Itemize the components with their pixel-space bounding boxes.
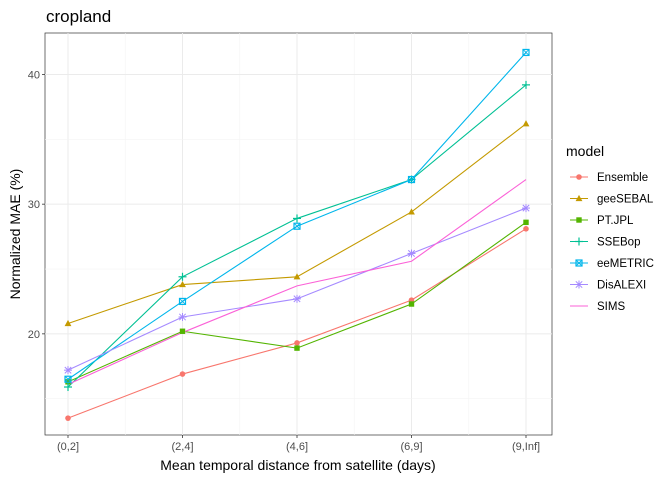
legend-label: PT.JPL: [597, 215, 634, 227]
legend-item-geesebal: geeSEBAL: [570, 194, 654, 206]
legend-item-pt-jpl: PT.JPL: [570, 215, 634, 227]
legend-label: SIMS: [597, 301, 625, 313]
legend-label: eeMETRIC: [597, 258, 654, 270]
data-point-geesebal: [408, 208, 415, 215]
y-axis-title: Normalized MAE (%): [7, 169, 23, 300]
data-point-ensemble: [523, 226, 529, 232]
legend-key-marker: [575, 259, 583, 267]
data-point-ssebop: [293, 214, 301, 223]
data-point-geesebal: [522, 120, 530, 127]
legend: model Ensemble geeSEBAL PT.JPL SSEBop eeMETR…: [566, 143, 654, 313]
legend-label: Ensemble: [597, 172, 648, 184]
legend-label: DisALEXI: [597, 280, 646, 292]
x-axis: (0,2] (2,4] (4,6] (6,9] (9,Inf]: [57, 435, 540, 453]
series-line-sims: [67, 179, 527, 385]
grid: [45, 33, 552, 435]
data-point-disalexi: [407, 249, 416, 258]
legend-item-eemetric: eeMETRIC: [570, 258, 654, 270]
legend-item-ssebop: SSEBop: [570, 237, 640, 249]
legend-key-marker: [576, 174, 582, 180]
data-point-ensemble: [294, 340, 300, 346]
data-point-ssebop: [178, 272, 187, 281]
data-point-geesebal: [293, 273, 301, 280]
x-axis-title: Mean temporal distance from satellite (d…: [160, 457, 435, 473]
legend-item-sims: SIMS: [570, 301, 625, 313]
data-point-disalexi: [522, 204, 530, 213]
plot-panel: [44, 32, 553, 436]
data-point-ssebop: [64, 383, 72, 392]
legend-item-ensemble: Ensemble: [570, 172, 648, 184]
data-point-pt-jpl: [523, 219, 529, 226]
x-tick-label: (9,Inf]: [512, 441, 540, 453]
data-point-pt-jpl: [294, 345, 300, 351]
data-point-ensemble: [179, 371, 186, 377]
data-point-disalexi: [64, 366, 72, 375]
legend-item-disalexi: DisALEXI: [570, 280, 646, 292]
x-tick-label: (4,6]: [286, 441, 308, 453]
data-point-ssebop: [522, 80, 530, 89]
data-point-eemetric: [64, 375, 72, 383]
x-tick-label: (0,2]: [57, 441, 79, 453]
data-point-disalexi: [178, 312, 187, 321]
legend-title: model: [566, 143, 604, 159]
data-point-disalexi: [293, 294, 301, 303]
legend-label: geeSEBAL: [597, 194, 654, 206]
data-point-pt-jpl: [408, 301, 415, 307]
legend-key-marker: [575, 280, 583, 289]
chart-title: cropland: [46, 7, 111, 26]
series-points: [64, 48, 530, 421]
legend-label: SSEBop: [597, 237, 640, 249]
data-point-ensemble: [65, 415, 71, 421]
data-point-pt-jpl: [179, 328, 186, 334]
legend-key-marker: [575, 194, 583, 202]
data-point-eemetric: [522, 48, 530, 57]
data-point-eemetric: [293, 222, 301, 230]
y-tick-label: 20: [28, 329, 40, 341]
y-tick-label: 40: [28, 69, 40, 81]
data-point-geesebal: [64, 319, 72, 327]
y-tick-label: 30: [28, 199, 40, 211]
legend-key-marker: [576, 217, 582, 223]
data-point-eemetric: [407, 175, 416, 184]
data-point-geesebal: [179, 280, 186, 288]
data-point-eemetric: [178, 297, 187, 306]
legend-key-marker: [575, 237, 583, 246]
x-tick-label: (6,9]: [400, 441, 422, 453]
y-axis: 20 30 40: [28, 69, 45, 341]
x-tick-label: (2,4]: [171, 441, 193, 453]
